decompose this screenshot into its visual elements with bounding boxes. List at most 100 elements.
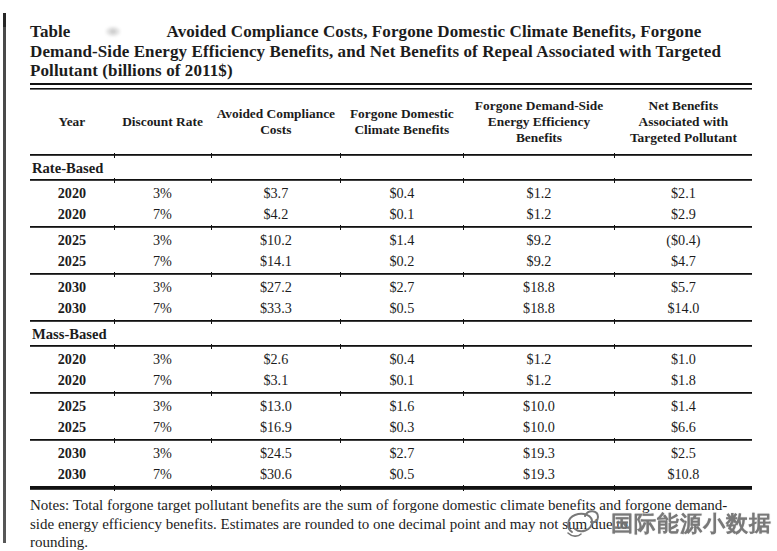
cell-forgone-domestic-climate-benefits: $0.5 xyxy=(340,300,463,317)
table-row: 2025 7% $14.1 $0.2 $9.2 $4.7 xyxy=(30,251,752,272)
cell-net-benefits: $1.0 xyxy=(615,351,752,368)
cell-year: 2030 xyxy=(30,466,114,483)
cell-year: 2030 xyxy=(30,445,114,462)
cell-avoided-compliance-costs: $24.5 xyxy=(211,445,340,462)
cell-net-benefits: $4.7 xyxy=(615,253,752,270)
cell-year: 2030 xyxy=(30,300,114,317)
scan-edge-artifact xyxy=(3,13,6,543)
cell-discount-rate: 3% xyxy=(114,185,211,202)
cell-net-benefits: $6.6 xyxy=(615,419,752,436)
cell-forgone-domestic-climate-benefits: $0.3 xyxy=(340,419,463,436)
cell-avoided-compliance-costs: $3.7 xyxy=(211,185,340,202)
cell-net-benefits: $1.8 xyxy=(615,372,752,389)
cell-discount-rate: 7% xyxy=(114,419,211,436)
cell-forgone-domestic-climate-benefits: $0.4 xyxy=(340,185,463,202)
cell-year: 2030 xyxy=(30,279,114,296)
watermark-doodle-icon xyxy=(565,506,607,542)
cell-forgone-domestic-climate-benefits: $0.2 xyxy=(340,253,463,270)
cell-avoided-compliance-costs: $30.6 xyxy=(211,466,340,483)
cell-forgone-domestic-climate-benefits: $2.7 xyxy=(340,279,463,296)
cell-year: 2025 xyxy=(30,253,114,270)
cell-avoided-compliance-costs: $3.1 xyxy=(211,372,340,389)
table-row: 2020 7% $3.1 $0.1 $1.2 $1.8 xyxy=(30,370,752,391)
cell-year: 2020 xyxy=(30,206,114,223)
cell-year: 2020 xyxy=(30,372,114,389)
cell-forgone-demand-side-benefits: $1.2 xyxy=(463,206,615,223)
cell-net-benefits: $2.1 xyxy=(615,185,752,202)
cell-discount-rate: 7% xyxy=(114,466,211,483)
cell-discount-rate: 7% xyxy=(114,300,211,317)
cell-forgone-demand-side-benefits: $18.8 xyxy=(463,300,615,317)
table-title: TableAvoided Compliance Costs, Forgone D… xyxy=(30,22,752,81)
cell-forgone-domestic-climate-benefits: $0.1 xyxy=(340,206,463,223)
cell-net-benefits: $1.4 xyxy=(615,398,752,415)
cell-avoided-compliance-costs: $13.0 xyxy=(211,398,340,415)
cell-forgone-demand-side-benefits: $9.2 xyxy=(463,253,615,270)
cell-forgone-domestic-climate-benefits: $1.4 xyxy=(340,232,463,249)
cell-discount-rate: 3% xyxy=(114,445,211,462)
cell-forgone-domestic-climate-benefits: $0.4 xyxy=(340,351,463,368)
table-row: 2030 7% $33.3 $0.5 $18.8 $14.0 xyxy=(30,298,752,319)
table-row: 2025 3% $13.0 $1.6 $10.0 $1.4 xyxy=(30,396,752,417)
column-header-avoided-compliance-costs: Avoided Compliance Costs xyxy=(211,91,340,153)
table-bottom-rule xyxy=(30,485,752,491)
table-row: 2025 3% $10.2 $1.4 $9.2 ($0.4) xyxy=(30,230,752,251)
cell-net-benefits: $5.7 xyxy=(615,279,752,296)
cell-discount-rate: 7% xyxy=(114,206,211,223)
column-header-net-benefits: Net Benefits Associated with Targeted Po… xyxy=(615,91,752,153)
table-row: 2020 3% $2.6 $0.4 $1.2 $1.0 xyxy=(30,349,752,370)
cell-discount-rate: 3% xyxy=(114,398,211,415)
cell-forgone-demand-side-benefits: $19.3 xyxy=(463,466,615,483)
watermark: 国际能源小数据 xyxy=(565,506,772,542)
section-label-mass-based: Mass-Based xyxy=(30,324,752,344)
cell-net-benefits: $14.0 xyxy=(615,300,752,317)
cell-avoided-compliance-costs: $27.2 xyxy=(211,279,340,296)
cell-discount-rate: 3% xyxy=(114,351,211,368)
cell-forgone-demand-side-benefits: $1.2 xyxy=(463,185,615,202)
section-label-rate-based: Rate-Based xyxy=(30,158,752,178)
table-row: 2030 7% $30.6 $0.5 $19.3 $10.8 xyxy=(30,464,752,485)
table-row: 2030 3% $24.5 $2.7 $19.3 $2.5 xyxy=(30,443,752,464)
cell-avoided-compliance-costs: $14.1 xyxy=(211,253,340,270)
cell-year: 2020 xyxy=(30,185,114,202)
cell-discount-rate: 3% xyxy=(114,279,211,296)
cell-year: 2025 xyxy=(30,232,114,249)
table-row: 2020 7% $4.2 $0.1 $1.2 $2.9 xyxy=(30,204,752,225)
column-header-forgone-domestic-climate-benefits: Forgone Domestic Climate Benefits xyxy=(340,91,463,153)
table-content: TableAvoided Compliance Costs, Forgone D… xyxy=(30,22,752,551)
faded-table-number xyxy=(105,26,121,37)
cell-year: 2020 xyxy=(30,351,114,368)
cell-year: 2025 xyxy=(30,419,114,436)
cell-forgone-demand-side-benefits: $10.0 xyxy=(463,419,615,436)
watermark-text: 国际能源小数据 xyxy=(611,509,772,539)
cell-forgone-domestic-climate-benefits: $2.7 xyxy=(340,445,463,462)
cell-avoided-compliance-costs: $10.2 xyxy=(211,232,340,249)
table-row: 2020 3% $3.7 $0.4 $1.2 $2.1 xyxy=(30,183,752,204)
cell-avoided-compliance-costs: $33.3 xyxy=(211,300,340,317)
document-page: TableAvoided Compliance Costs, Forgone D… xyxy=(0,0,777,551)
column-header-forgone-demand-side-benefits: Forgone Demand-Side Energy Efficiency Be… xyxy=(463,91,615,153)
cell-forgone-demand-side-benefits: $9.2 xyxy=(463,232,615,249)
table-row: 2030 3% $27.2 $2.7 $18.8 $5.7 xyxy=(30,277,752,298)
cell-avoided-compliance-costs: $16.9 xyxy=(211,419,340,436)
column-header-year: Year xyxy=(30,91,114,153)
cell-forgone-demand-side-benefits: $10.0 xyxy=(463,398,615,415)
cell-forgone-demand-side-benefits: $1.2 xyxy=(463,372,615,389)
table-header-row: Year Discount Rate Avoided Compliance Co… xyxy=(30,91,752,153)
cell-avoided-compliance-costs: $4.2 xyxy=(211,206,340,223)
cell-forgone-domestic-climate-benefits: $0.5 xyxy=(340,466,463,483)
cell-discount-rate: 3% xyxy=(114,232,211,249)
cell-forgone-domestic-climate-benefits: $0.1 xyxy=(340,372,463,389)
cell-net-benefits: $10.8 xyxy=(615,466,752,483)
column-header-discount-rate: Discount Rate xyxy=(114,91,211,153)
cell-discount-rate: 7% xyxy=(114,372,211,389)
table-title-text: Avoided Compliance Costs, Forgone Domest… xyxy=(30,22,721,80)
table-label: Table xyxy=(30,22,71,41)
cell-avoided-compliance-costs: $2.6 xyxy=(211,351,340,368)
cell-discount-rate: 7% xyxy=(114,253,211,270)
cell-forgone-domestic-climate-benefits: $1.6 xyxy=(340,398,463,415)
cell-forgone-demand-side-benefits: $18.8 xyxy=(463,279,615,296)
cell-forgone-demand-side-benefits: $1.2 xyxy=(463,351,615,368)
cell-year: 2025 xyxy=(30,398,114,415)
cell-net-benefits: $2.9 xyxy=(615,206,752,223)
